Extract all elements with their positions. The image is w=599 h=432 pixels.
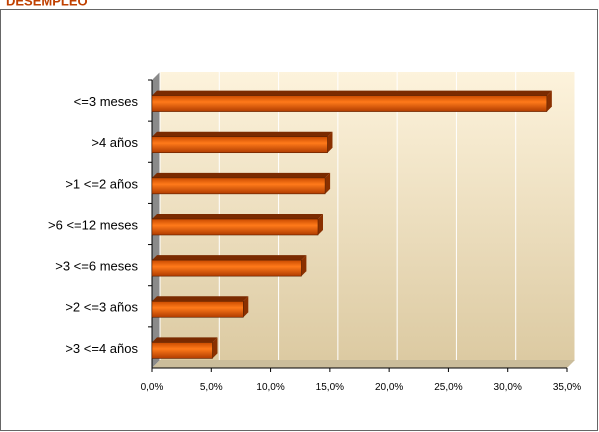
bar-side: [325, 172, 331, 194]
bar: [151, 259, 302, 277]
chart-title: DESEMPLEO: [6, 0, 88, 8]
bar-top: [152, 296, 249, 302]
y-tick-label: >3 <=4 años: [65, 341, 138, 356]
y-tick-label: >6 <=12 meses: [48, 217, 138, 232]
y-tick-label: >1 <=2 años: [65, 176, 138, 191]
bar: [151, 300, 244, 318]
bar: [151, 218, 319, 236]
bar-side: [327, 131, 333, 153]
bar-side: [546, 90, 552, 112]
bar-side: [301, 255, 307, 277]
x-tick-label: 5,0%: [200, 382, 223, 393]
x-tick-label: 0,0%: [141, 382, 164, 393]
bar-top: [152, 255, 307, 261]
bar-top: [152, 337, 218, 343]
y-tick-label: >4 años: [91, 135, 138, 150]
bar: [151, 95, 548, 112]
bar-top: [152, 214, 323, 219]
x-tick-label: 15,0%: [316, 382, 344, 393]
bar: [151, 136, 328, 154]
bar-side: [212, 337, 218, 359]
bar-top: [152, 90, 552, 96]
bar: [151, 177, 326, 195]
y-tick-label: >3 <=6 meses: [55, 259, 138, 274]
bar-top: [152, 172, 331, 178]
x-tick-label: 35,0%: [553, 382, 581, 393]
floor: [152, 360, 575, 368]
bar-side: [318, 214, 323, 235]
x-tick-label: 30,0%: [494, 382, 522, 393]
bar: [151, 342, 213, 359]
x-tick-label: 10,0%: [256, 382, 284, 393]
y-tick-label: <=3 meses: [74, 94, 139, 109]
bar-top: [152, 131, 333, 137]
x-tick-label: 20,0%: [375, 382, 403, 393]
bar-side: [243, 296, 249, 318]
y-tick-label: >2 <=3 años: [65, 300, 138, 315]
x-tick-label: 25,0%: [434, 382, 462, 393]
